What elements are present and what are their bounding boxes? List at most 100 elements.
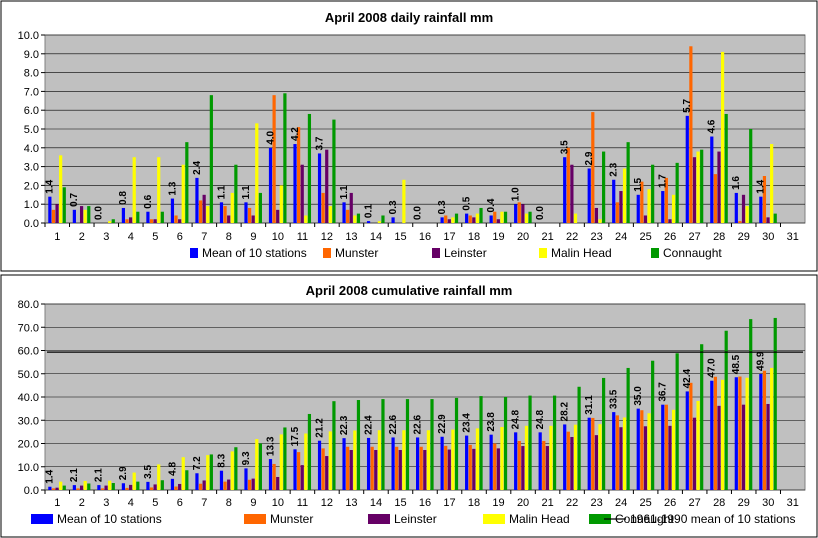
x-tick-label: 8 <box>226 497 232 509</box>
data-label: 1.1 <box>216 185 227 199</box>
bar-3 <box>202 480 206 490</box>
bar-4 <box>500 211 504 223</box>
x-tick-label: 26 <box>664 497 676 509</box>
bar-1 <box>710 380 714 490</box>
data-label: 0.7 <box>69 193 80 207</box>
legend-swatch <box>368 514 390 524</box>
bar-5 <box>528 211 532 223</box>
data-label: 0.5 <box>461 196 472 210</box>
bar-5 <box>234 164 238 223</box>
data-label: 0.1 <box>363 204 374 218</box>
data-label: 22.9 <box>437 414 448 434</box>
bar-3 <box>766 217 770 223</box>
bar-4 <box>770 144 774 223</box>
bar-3 <box>55 204 59 223</box>
x-tick-label: 15 <box>394 497 406 509</box>
bar-5 <box>332 401 336 490</box>
bar-3 <box>325 149 329 223</box>
data-label: 17.5 <box>290 426 301 446</box>
bar-4 <box>622 168 627 223</box>
bar-4 <box>647 189 651 223</box>
data-label: 21.2 <box>314 418 325 438</box>
bar-1 <box>685 391 689 490</box>
bar-3 <box>227 215 231 223</box>
bar-4 <box>451 217 455 223</box>
data-label: 13.3 <box>265 436 276 456</box>
bar-2 <box>444 215 448 223</box>
bar-5 <box>503 397 508 490</box>
bar-4 <box>83 480 87 490</box>
bar-1 <box>465 213 469 223</box>
bar-3 <box>153 219 157 223</box>
bar-4 <box>500 426 504 490</box>
bar-3 <box>472 217 476 223</box>
x-tick-label: 29 <box>738 497 750 509</box>
legend-swatch <box>244 514 266 524</box>
bar-5 <box>626 142 630 223</box>
x-tick-label: 19 <box>492 231 504 243</box>
x-tick-label: 23 <box>590 497 602 509</box>
x-tick-label: 22 <box>566 231 578 243</box>
bar-1 <box>734 377 738 490</box>
data-label: 2.1 <box>69 468 80 482</box>
x-tick-label: 2 <box>79 497 85 509</box>
x-tick-label: 1 <box>54 497 60 509</box>
bar-2 <box>689 382 693 490</box>
bar-2 <box>493 443 497 490</box>
bar-2 <box>125 219 129 223</box>
legend-label: Munster <box>335 246 378 260</box>
bar-3 <box>349 450 353 490</box>
bar-1 <box>514 432 518 490</box>
bar-2 <box>51 488 56 490</box>
bar-4 <box>598 219 602 223</box>
legend-swatch <box>651 248 659 258</box>
bar-3 <box>349 192 353 223</box>
data-label: 2.1 <box>94 468 105 482</box>
y-tick-label: 1.0 <box>24 199 39 211</box>
legend-swatch <box>432 248 440 258</box>
bar-1 <box>759 196 763 223</box>
bar-3 <box>129 217 133 223</box>
x-tick-label: 28 <box>713 231 725 243</box>
bar-3 <box>325 456 329 490</box>
x-tick-label: 16 <box>419 231 431 243</box>
bar-4 <box>108 480 112 490</box>
bar-2 <box>321 448 325 490</box>
bar-2 <box>419 446 423 490</box>
bar-1 <box>48 196 52 223</box>
x-tick-label: 25 <box>640 231 652 243</box>
x-tick-label: 16 <box>419 497 431 509</box>
bar-3 <box>643 215 648 223</box>
bar-3 <box>104 485 108 490</box>
bar-1 <box>489 434 493 490</box>
y-tick-label: 0.0 <box>24 485 39 497</box>
bar-2 <box>738 221 742 223</box>
bar-3 <box>692 157 697 223</box>
legend-label: Connaught <box>615 512 674 526</box>
bar-3 <box>423 450 427 490</box>
bar-5 <box>602 377 606 490</box>
bar-5 <box>724 330 728 490</box>
data-label: 2.9 <box>118 466 129 480</box>
bar-4 <box>573 213 578 223</box>
bar-1 <box>170 478 175 490</box>
x-tick-label: 10 <box>272 497 284 509</box>
x-tick-label: 27 <box>689 497 701 509</box>
y-tick-label: 60.0 <box>18 346 39 358</box>
x-tick-label: 5 <box>152 497 158 509</box>
bar-3 <box>496 219 500 223</box>
bar-5 <box>651 360 655 490</box>
bar-4 <box>59 155 63 223</box>
bar-4 <box>83 209 87 223</box>
data-label: 2.4 <box>192 161 203 175</box>
data-label: 3.5 <box>560 140 571 154</box>
bar-5 <box>503 211 508 223</box>
x-tick-label: 23 <box>590 231 602 243</box>
bar-2 <box>689 46 693 223</box>
x-tick-label: 14 <box>370 497 382 509</box>
chart-1: April 2008 daily rainfall mm 0.0 1.0 2.0 3.0… <box>0 0 818 272</box>
bar-4 <box>206 455 210 490</box>
bar-4 <box>230 451 234 490</box>
bar-5 <box>773 213 777 223</box>
bar-3 <box>594 207 599 223</box>
